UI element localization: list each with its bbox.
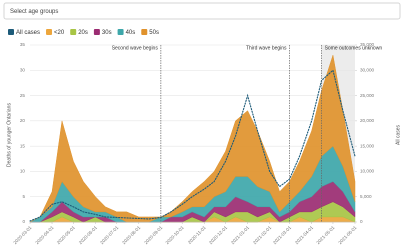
x-tick-label: 2020-05-01 xyxy=(56,225,76,245)
legend-swatch[interactable] xyxy=(117,29,124,35)
y-tick-label: 5 xyxy=(22,194,25,199)
legend-swatch[interactable] xyxy=(93,29,100,35)
x-tick-label: 2021-04-01 xyxy=(294,225,314,245)
x-tick-label: 2020-06-01 xyxy=(78,225,98,245)
age-select[interactable] xyxy=(3,2,401,20)
y-tick-label: 20 xyxy=(20,118,26,123)
y-tick-label: 30 xyxy=(20,68,26,73)
annotation-label: Some outcomes unknown xyxy=(325,45,383,51)
y2-tick-label: 10,000 xyxy=(360,169,374,174)
y2-axis-label: All cases xyxy=(395,125,401,146)
x-tick-label: 2021-02-01 xyxy=(252,225,272,245)
x-tick-label: 2020-08-01 xyxy=(121,225,141,245)
y-tick-label: 25 xyxy=(20,93,26,98)
x-tick-label: 2021-01-01 xyxy=(230,225,250,245)
x-tick-label: 2020-04-01 xyxy=(34,225,54,245)
select-placeholder: Select age groups xyxy=(10,9,58,15)
legend-label[interactable]: <20 xyxy=(54,30,65,36)
y2-tick-label: 20,000 xyxy=(360,118,374,123)
legend-label[interactable]: 20s xyxy=(78,30,88,36)
legend-swatch[interactable] xyxy=(46,29,53,35)
legend-label[interactable]: All cases xyxy=(16,30,40,36)
y2-tick-label: 0 xyxy=(360,219,363,224)
x-tick-label: 2020-10-01 xyxy=(165,225,185,245)
y-tick-label: 15 xyxy=(20,143,26,148)
y2-tick-label: 5,000 xyxy=(360,194,372,199)
y-tick-label: 0 xyxy=(22,219,25,224)
y2-tick-label: 15,000 xyxy=(360,143,374,148)
x-tick-label: 2021-05-01 xyxy=(315,225,335,245)
y-axis-label: Deaths of younger Ontarians xyxy=(6,103,12,167)
legend-swatch[interactable] xyxy=(141,29,148,35)
x-tick-label: 2021-03-01 xyxy=(272,225,292,245)
cases-line xyxy=(29,69,356,222)
legend-swatch[interactable] xyxy=(70,29,77,35)
legend-label[interactable]: 40s xyxy=(126,30,136,36)
x-tick-label: 2020-09-01 xyxy=(143,225,163,245)
x-tick-label: 2020-07-01 xyxy=(99,225,119,245)
annotation-label: Third wave begins xyxy=(246,45,287,51)
y2-tick-label: 30,000 xyxy=(360,68,374,73)
y-tick-label: 35 xyxy=(20,42,26,47)
y-tick-label: 10 xyxy=(20,169,26,174)
legend-label[interactable]: 50s xyxy=(149,30,159,36)
y2-tick-label: 25,000 xyxy=(360,93,374,98)
legend-swatch[interactable] xyxy=(8,29,14,35)
x-tick-label: 2020-11-01 xyxy=(187,225,207,245)
annotation-label: Second wave begins xyxy=(112,45,159,51)
x-tick-label: 2020-03-01 xyxy=(12,225,32,245)
legend-label[interactable]: 30s xyxy=(102,30,112,36)
x-tick-label: 2020-12-01 xyxy=(208,225,228,245)
y2-tick-label: 35,000 xyxy=(360,42,374,47)
x-tick-label: 2021-06-01 xyxy=(337,225,357,245)
